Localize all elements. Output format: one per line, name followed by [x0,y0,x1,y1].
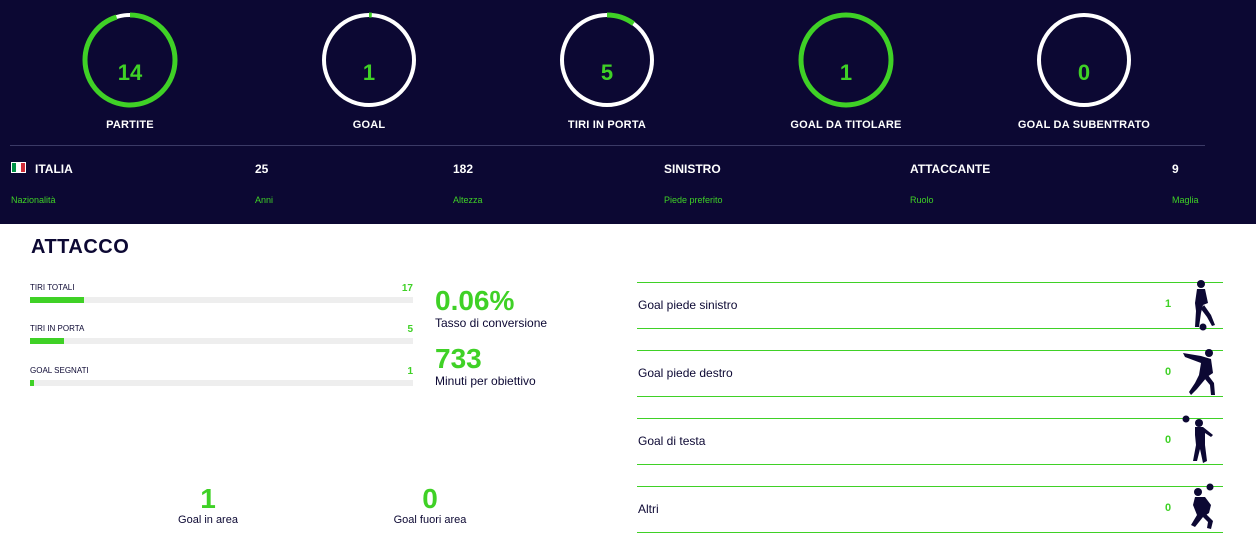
height-label: Altezza [453,195,483,205]
header-icon [1182,415,1213,463]
bar-goals-scored: GOAL SEGNATI 1 [30,366,413,386]
goal-row-left-foot: Goal piede sinistro 1 [637,280,1223,331]
bar-track [30,380,413,386]
bar-track [30,338,413,344]
foot-value: SINISTRO [664,162,721,176]
goal-row-label: Goal piede sinistro [638,298,738,312]
stat-shots-on-target: 5 TIRI IN PORTA [507,10,707,131]
goal-row-value: 0 [1165,502,1172,514]
shirt-label: Maglia [1172,195,1199,205]
bar-total-shots: TIRI TOTALI 17 [30,283,413,303]
bar-shots-on-target: TIRI IN PORTA 5 [30,324,413,344]
bar-value: 5 [407,324,413,335]
stat-label: GOAL [352,119,386,131]
progress-ring [798,12,894,108]
divider [10,145,1205,146]
progress-ring [82,12,178,108]
info-nationality: ITALIA Nazionalità [11,162,73,205]
progress-ring [559,12,655,108]
stat-label: GOAL DA TITOLARE [790,119,902,131]
info-age: 25 Anni [255,162,273,205]
bar-value: 1 [407,366,413,377]
stat-matches: 14 PARTITE [30,10,230,131]
info-height: 182 Altezza [453,162,483,205]
bar-fill [30,380,34,386]
info-shirt: 9 Maglia [1172,162,1199,205]
goal-row-right-foot: Goal piede destro 0 [637,349,1223,397]
height-value: 182 [453,162,474,176]
section-title-attack: ATTACCO [31,236,130,258]
bar-fill [30,297,84,303]
bar-value: 17 [401,283,413,294]
role-label: Ruolo [910,195,934,205]
conversion-value: 0.06% [435,285,515,316]
nationality-label: Nazionalità [11,195,56,205]
minutes-value: 733 [435,343,482,374]
shirt-value: 9 [1172,162,1179,176]
goal-row-value: 0 [1165,434,1172,446]
foot-label: Piede preferito [664,195,723,205]
goals-out-area-label: Goal fuori area [393,514,467,526]
stat-label: GOAL DA SUBENTRATO [1017,119,1151,131]
left-foot-kick-icon [1195,280,1215,331]
stat-value: 0 [1077,60,1091,85]
stat-value: 1 [362,60,376,85]
goal-row-label: Altri [638,502,659,516]
age-label: Anni [255,195,274,205]
player-summary-header: 14 PARTITE 1 GOAL 5 TIRI IN PORTA 1 GOAL… [0,0,1256,224]
stat-value: 1 [839,60,853,85]
goal-row-value: 1 [1165,298,1172,310]
goals-in-area-value: 1 [200,483,216,514]
goals-out-area-value: 0 [422,483,438,514]
stat-goals: 1 GOAL [269,10,469,131]
bar-label: TIRI TOTALI [30,283,75,292]
bar-fill [30,338,65,344]
conversion-rate: 0.06% Tasso di conversione [435,285,548,331]
bar-track [30,297,413,303]
goal-row-label: Goal di testa [638,434,706,448]
right-foot-kick-icon [1183,349,1215,395]
info-role: ATTACCANTE Ruolo [910,162,990,205]
goals-in-area: 1 Goal in area [128,483,288,527]
goal-row-other: Altri 0 [637,483,1223,533]
goal-row-header: Goal di testa 0 [637,415,1223,465]
goal-row-label: Goal piede destro [638,366,733,380]
minutes-label: Minuti per obiettivo [435,374,536,388]
goals-in-area-label: Goal in area [178,514,238,526]
stat-goals-as-starter: 1 GOAL DA TITOLARE [746,10,946,131]
conversion-label: Tasso di conversione [435,316,548,330]
bicycle-kick-icon [1191,483,1214,529]
stat-goals-as-sub: 0 GOAL DA SUBENTRATO [984,10,1184,131]
goal-row-value: 0 [1165,366,1172,378]
minutes-per-goal: 733 Minuti per obiettivo [435,343,536,389]
info-preferred-foot: SINISTRO Piede preferito [664,162,723,205]
age-value: 25 [255,162,269,176]
stat-value: 14 [117,60,143,85]
stat-label: TIRI IN PORTA [567,119,647,131]
italy-flag-icon [11,162,26,173]
goals-out-area: 0 Goal fuori area [350,483,510,527]
bar-label: TIRI IN PORTA [30,324,85,333]
progress-ring [1037,13,1131,107]
role-value: ATTACCANTE [910,162,991,176]
stat-label: PARTITE [106,119,154,131]
bar-label: GOAL SEGNATI [30,366,89,375]
nationality-value: ITALIA [35,162,73,176]
progress-ring [321,12,417,108]
stat-value: 5 [600,60,614,85]
